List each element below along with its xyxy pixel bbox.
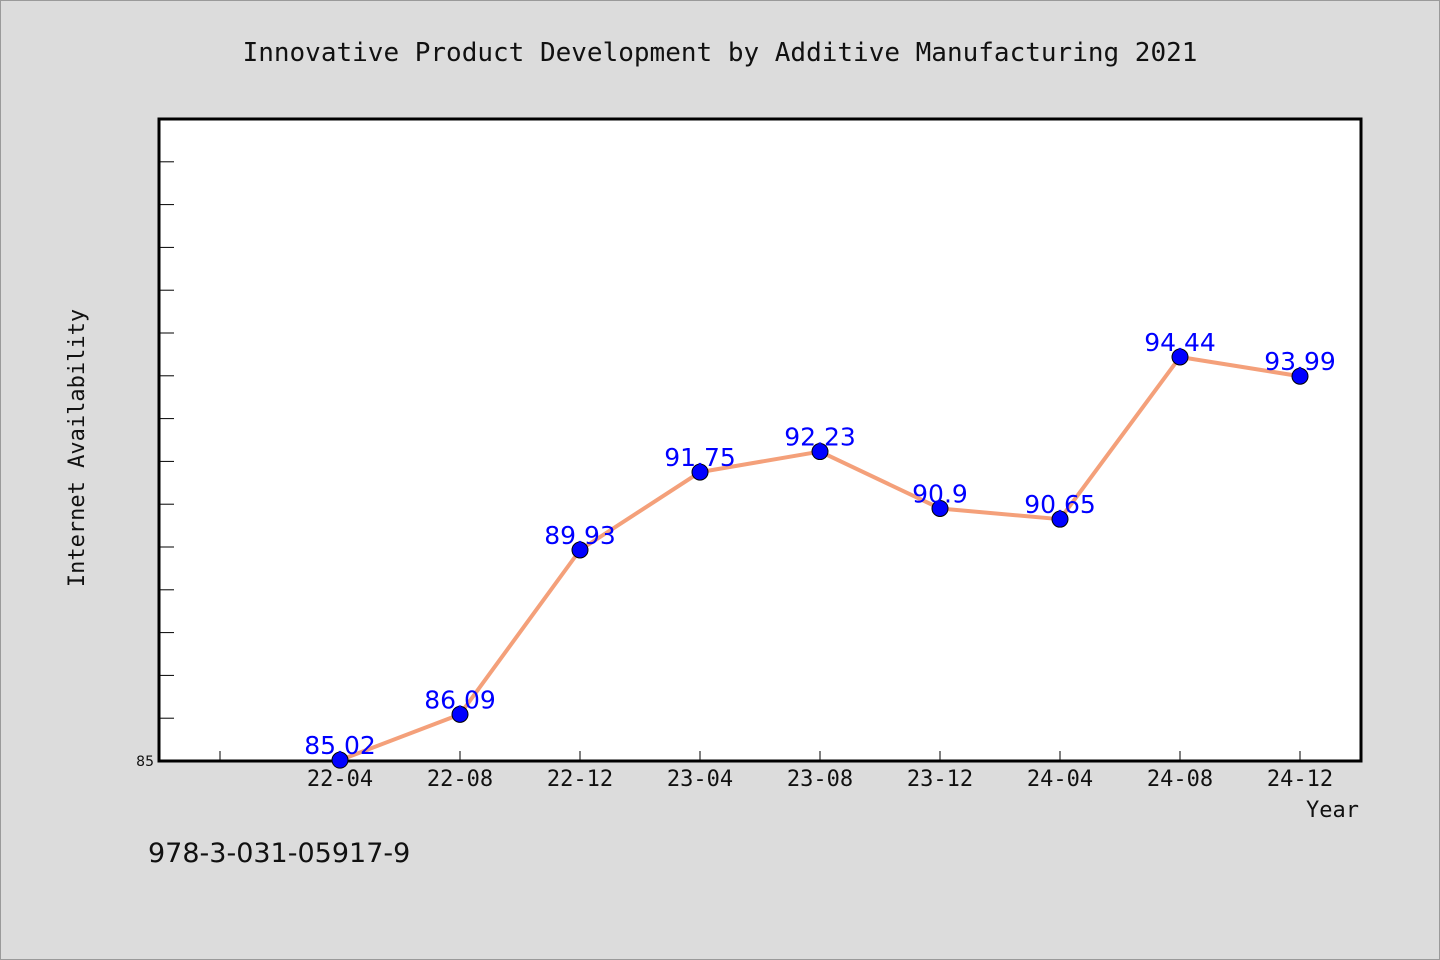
x-tick-label: 24-12 xyxy=(1267,767,1333,792)
x-tick-label: 24-04 xyxy=(1027,767,1093,792)
data-label: 92.23 xyxy=(784,423,856,452)
x-axis-ticks: 22-04 22-08 22-12 23-04 23-08 23-12 24-04 24-08… xyxy=(219,751,1333,792)
data-label: 86.09 xyxy=(424,685,496,714)
x-tick-label: 23-12 xyxy=(907,767,973,792)
y-axis-ticks: 85 xyxy=(136,161,174,770)
y-tick-label: 85 xyxy=(136,754,154,770)
data-point-marker xyxy=(1291,367,1309,385)
x-tick-label: 23-04 xyxy=(667,767,733,792)
x-tick-label: 22-04 xyxy=(307,767,373,792)
data-label: 94.44 xyxy=(1144,328,1216,357)
data-label: 90.9 xyxy=(912,479,968,508)
x-tick-label: 23-08 xyxy=(787,767,853,792)
data-point-marker xyxy=(1171,348,1189,366)
data-label: 85.02 xyxy=(304,731,376,760)
data-point-marker xyxy=(1051,510,1069,528)
isbn-text: 978-3-031-05917-9 xyxy=(148,838,410,869)
x-axis-label: Year xyxy=(1306,798,1359,823)
data-point-marker xyxy=(811,443,829,461)
data-labels: 85.02 86.09 89.93 91.75 92.23 90.9 90.65 94.44 9… xyxy=(304,328,1336,760)
data-point-marker xyxy=(451,705,469,723)
data-point-marker xyxy=(331,751,349,769)
data-point-marker xyxy=(691,463,709,481)
x-tick-label: 22-08 xyxy=(427,767,493,792)
data-label: 90.65 xyxy=(1024,490,1096,519)
data-label: 89.93 xyxy=(544,521,616,550)
y-axis-label: Internet Availability xyxy=(65,309,90,587)
plot-area xyxy=(157,117,1363,763)
data-label: 91.75 xyxy=(664,443,736,472)
data-point-marker xyxy=(931,499,949,517)
data-label: 93.99 xyxy=(1264,347,1336,376)
x-tick-label: 22-12 xyxy=(547,767,613,792)
data-point-marker xyxy=(571,541,589,559)
chart-title: Innovative Product Development by Additi… xyxy=(243,38,1198,68)
data-markers xyxy=(331,348,1309,769)
x-tick-label: 24-08 xyxy=(1147,767,1213,792)
